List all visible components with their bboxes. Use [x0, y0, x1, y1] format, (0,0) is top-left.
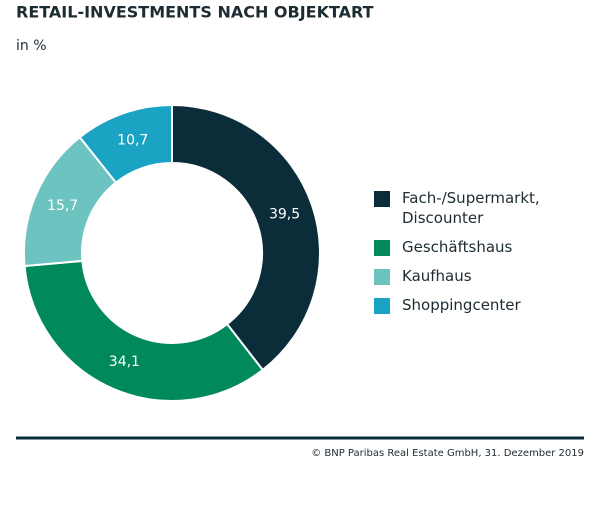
legend: Fach-/Supermarkt, Discounter Geschäftshau… — [374, 188, 574, 324]
legend-label: Geschäftshaus — [402, 238, 513, 256]
data-label: 15,7 — [47, 198, 78, 214]
legend-item: Fach-/Supermarkt, Discounter — [374, 188, 574, 228]
legend-swatch — [374, 298, 390, 314]
chart-subtitle: in % — [16, 38, 47, 54]
legend-swatch — [374, 269, 390, 285]
donut-slice — [23, 259, 265, 402]
legend-label: Kaufhaus — [402, 267, 472, 285]
legend-item: Geschäftshaus — [374, 237, 574, 257]
data-label: 39,5 — [269, 206, 300, 222]
donut-slice — [171, 103, 321, 372]
legend-label: Fach-/Supermarkt, Discounter — [402, 189, 540, 227]
chart-title: RETAIL-INVESTMENTS NACH OBJEKTART — [16, 3, 374, 22]
legend-swatch — [374, 191, 390, 207]
data-label: 10,7 — [117, 133, 148, 149]
legend-item: Kaufhaus — [374, 266, 574, 286]
legend-label: Shoppingcenter — [402, 296, 521, 314]
source: © BNP Paribas Real Estate GmbH, 31. Deze… — [311, 448, 584, 459]
donut-slice — [78, 103, 173, 184]
data-label: 34,1 — [109, 354, 140, 370]
legend-swatch — [374, 240, 390, 256]
legend-item: Shoppingcenter — [374, 295, 574, 315]
